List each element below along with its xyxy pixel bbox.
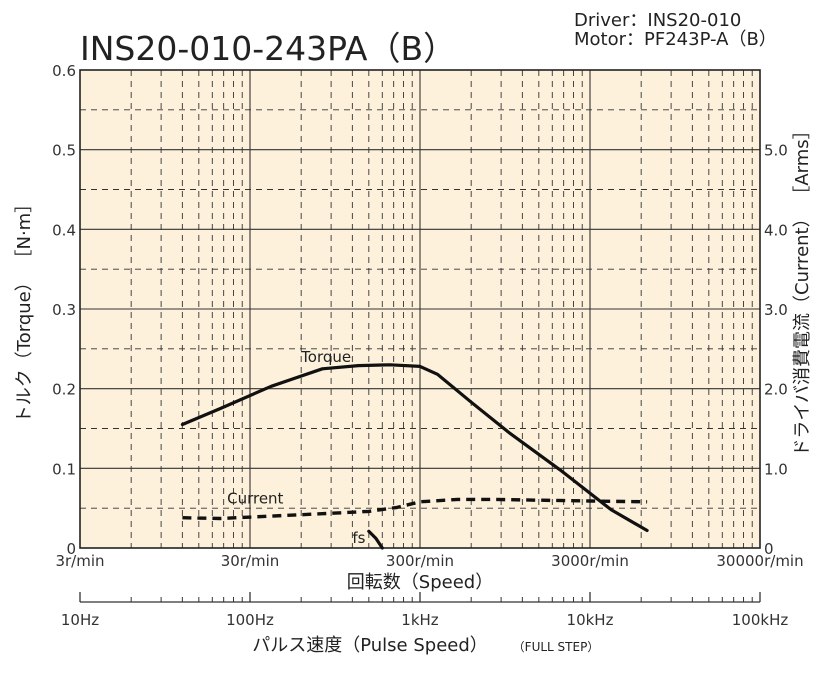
annotation-torque: Torque xyxy=(300,348,351,366)
motor-label: Motor：PF243P-A（B） xyxy=(574,29,777,50)
series-lines: Torque Current fs xyxy=(180,348,649,550)
pulse-axis-label: パルス速度（Pulse Speed） xyxy=(252,635,488,656)
grid-lines xyxy=(80,70,760,548)
y-left-tick-label: 0 xyxy=(66,540,76,558)
pulse-axis-tick-label: 10kHz xyxy=(567,611,614,629)
pulse-axis-tick-label: 100kHz xyxy=(732,611,789,629)
y-right-tick-label: 0 xyxy=(764,540,774,558)
x-tick-label: 30000r/min xyxy=(716,552,803,570)
x-tick-label: 3000r/min xyxy=(551,552,629,570)
driver-label: Driver：INS20-010 xyxy=(574,10,742,31)
annotation-current: Current xyxy=(227,489,283,507)
series-fs-line xyxy=(367,529,384,550)
annotation-fs: fs xyxy=(352,529,365,547)
pulse-axis-tick-label: 100Hz xyxy=(226,611,274,629)
y-left-tick-label: 0.5 xyxy=(52,142,76,160)
x-tick-label: 30r/min xyxy=(221,552,280,570)
plot-frame xyxy=(79,69,761,549)
y-right-tick-label: 1.0 xyxy=(764,460,788,478)
y-right-tick-label: 4.0 xyxy=(764,221,788,239)
y-right-axis-label: ドライバ消費電流（Current） ［Arms］ xyxy=(792,121,813,456)
pulse-axis-tick-label: 10Hz xyxy=(61,611,99,629)
y-right-tick-label: 5.0 xyxy=(764,142,788,160)
y-left-tick-label: 0.4 xyxy=(52,221,76,239)
y-right-tick-label: 3.0 xyxy=(764,301,788,319)
x-axis-label: 回転数（Speed） xyxy=(347,572,493,593)
y-left-tick-label: 0.3 xyxy=(52,301,76,319)
y-left-tick-label: 0.6 xyxy=(52,62,76,80)
series-torque-line xyxy=(180,363,649,533)
y-left-tick-label: 0.1 xyxy=(52,460,76,478)
y-right-tick-label: 2.0 xyxy=(764,381,788,399)
x-tick-label: 3r/min xyxy=(55,552,104,570)
series-current-line xyxy=(182,497,648,521)
y-left-tick-label: 0.2 xyxy=(52,381,76,399)
pulse-axis-tick-label: 1kHz xyxy=(401,611,439,629)
x-tick-label: 300r/min xyxy=(386,552,454,570)
axis-ticks: 0 0.1 0.2 0.3 0.4 0.5 0.6 0 1.0 2.0 3.0 4.0 5.0 3r/mi… xyxy=(52,62,803,629)
chart-title: INS20-010-243PA（B） xyxy=(80,29,457,68)
y-left-axis-label: トルク（Torque） ［N·m］ xyxy=(14,195,35,423)
pulse-axis-note: （FULL STEP） xyxy=(513,640,600,654)
axis-labels: 回転数（Speed） パルス速度（Pulse Speed） （FULL STEP） ト… xyxy=(14,121,813,656)
